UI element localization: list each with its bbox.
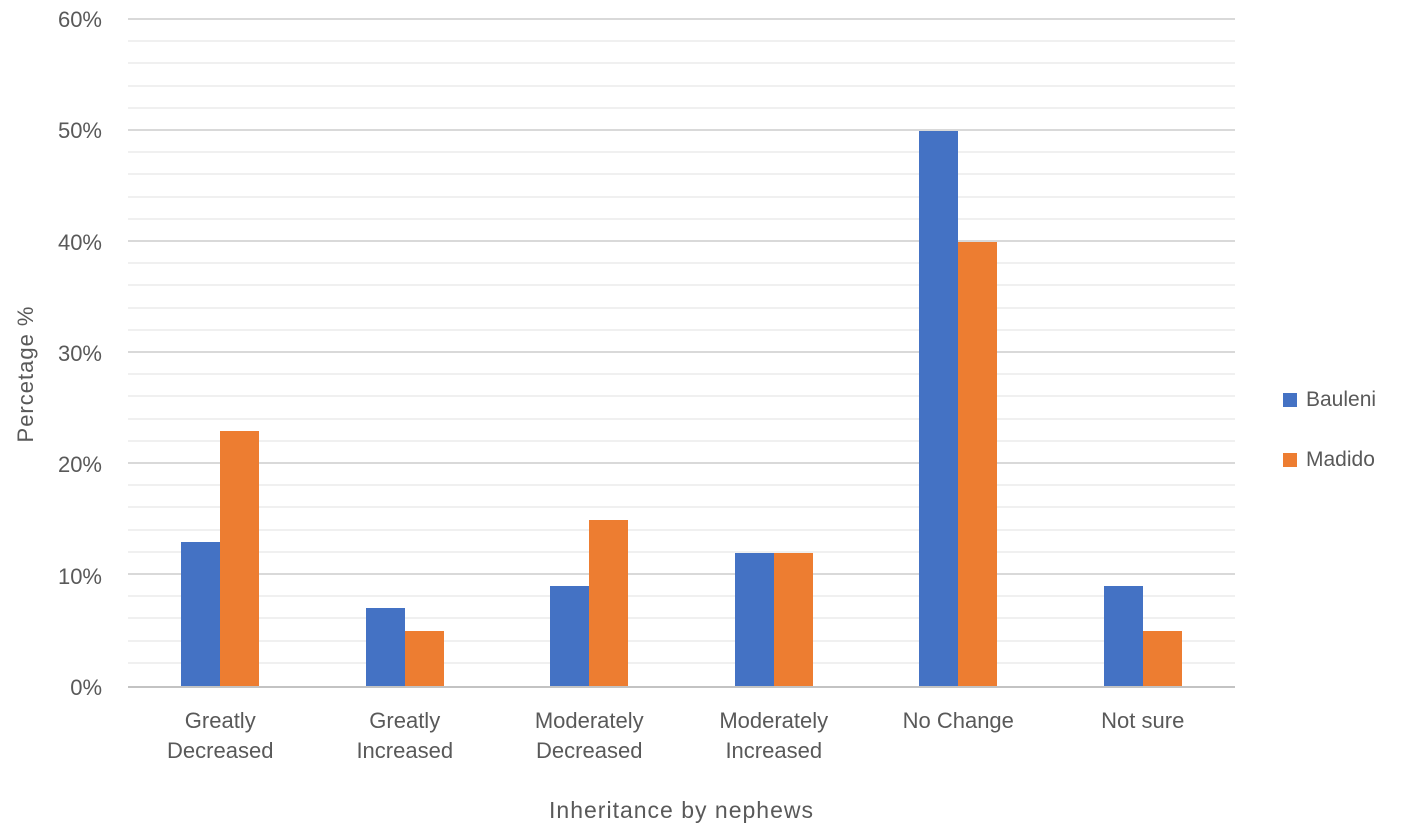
y-axis-ticks: 0% 10% 20% 30% 40% 50% 60% xyxy=(0,9,102,699)
y-tick-label: 0% xyxy=(70,675,102,700)
x-axis-labels: Greatly Decreased Greatly Increased Modera… xyxy=(128,706,1235,766)
bar-bauleni-4[interactable] xyxy=(919,131,959,686)
plot-area xyxy=(128,18,1235,688)
minor-gridline xyxy=(128,151,1235,154)
minor-gridline xyxy=(128,661,1235,664)
minor-gridline xyxy=(128,484,1235,487)
bar-madido-1[interactable] xyxy=(404,630,444,686)
bar-group xyxy=(1051,20,1236,686)
legend-swatch-icon xyxy=(1283,393,1297,407)
minor-gridline xyxy=(128,528,1235,531)
minor-gridline xyxy=(128,106,1235,109)
minor-gridline xyxy=(128,84,1235,87)
legend-label: Bauleni xyxy=(1306,388,1377,411)
bar-madido-2[interactable] xyxy=(589,519,629,686)
minor-gridline xyxy=(128,506,1235,509)
minor-gridline xyxy=(128,262,1235,265)
minor-gridline xyxy=(128,195,1235,198)
minor-gridline xyxy=(128,173,1235,176)
legend-item-bauleni[interactable]: Bauleni xyxy=(1283,388,1376,412)
y-tick-label: 50% xyxy=(57,118,102,144)
x-category-label: Moderately Decreased xyxy=(534,708,644,763)
y-tick-label: 10% xyxy=(57,563,102,589)
major-gridline xyxy=(128,462,1235,464)
bar-bauleni-1[interactable] xyxy=(365,608,405,686)
bar-group xyxy=(682,20,867,686)
legend: Bauleni Madido xyxy=(1283,388,1376,472)
legend-swatch-icon xyxy=(1283,453,1297,467)
bar-madido-0[interactable] xyxy=(220,430,260,686)
minor-gridline xyxy=(128,417,1235,420)
bar-group xyxy=(866,20,1051,686)
x-category-label: Greatly Decreased xyxy=(167,708,274,763)
major-gridline xyxy=(128,351,1235,353)
minor-gridline xyxy=(128,40,1235,43)
bar-bauleni-5[interactable] xyxy=(1103,586,1143,686)
bar-madido-5[interactable] xyxy=(1142,630,1182,686)
x-category-label: No Change xyxy=(902,708,1014,733)
x-axis-title: Inheritance by nephews xyxy=(549,797,814,823)
x-category-label: Not sure xyxy=(1101,708,1185,733)
minor-gridline xyxy=(128,617,1235,620)
y-tick-label: 60% xyxy=(57,7,102,32)
minor-gridline xyxy=(128,306,1235,309)
bar-group xyxy=(497,20,682,686)
x-category-label: Greatly Increased xyxy=(356,708,454,763)
legend-label: Madido xyxy=(1306,448,1375,471)
minor-gridline xyxy=(128,550,1235,553)
minor-gridline xyxy=(128,439,1235,442)
y-tick-label: 20% xyxy=(57,452,102,478)
minor-gridline xyxy=(128,62,1235,65)
minor-gridline xyxy=(128,284,1235,287)
bar-groups xyxy=(128,20,1235,686)
minor-gridline xyxy=(128,373,1235,376)
minor-gridline xyxy=(128,595,1235,598)
bar-group xyxy=(128,20,313,686)
bar-group xyxy=(313,20,498,686)
x-category-label: Moderately Increased xyxy=(719,708,829,763)
bar-bauleni-3[interactable] xyxy=(734,552,774,686)
major-gridline xyxy=(128,18,1235,20)
major-gridline xyxy=(128,129,1235,131)
minor-gridline xyxy=(128,395,1235,398)
major-gridline xyxy=(128,573,1235,575)
bar-bauleni-2[interactable] xyxy=(550,586,590,686)
legend-item-madido[interactable]: Madido xyxy=(1283,448,1376,472)
major-gridline xyxy=(128,240,1235,242)
bar-madido-3[interactable] xyxy=(773,552,813,686)
bar-madido-4[interactable] xyxy=(958,242,998,686)
bar-bauleni-0[interactable] xyxy=(181,541,221,686)
y-tick-label: 40% xyxy=(57,229,102,255)
minor-gridline xyxy=(128,328,1235,331)
y-tick-label: 30% xyxy=(57,341,102,366)
minor-gridline xyxy=(128,217,1235,220)
minor-gridline xyxy=(128,639,1235,642)
